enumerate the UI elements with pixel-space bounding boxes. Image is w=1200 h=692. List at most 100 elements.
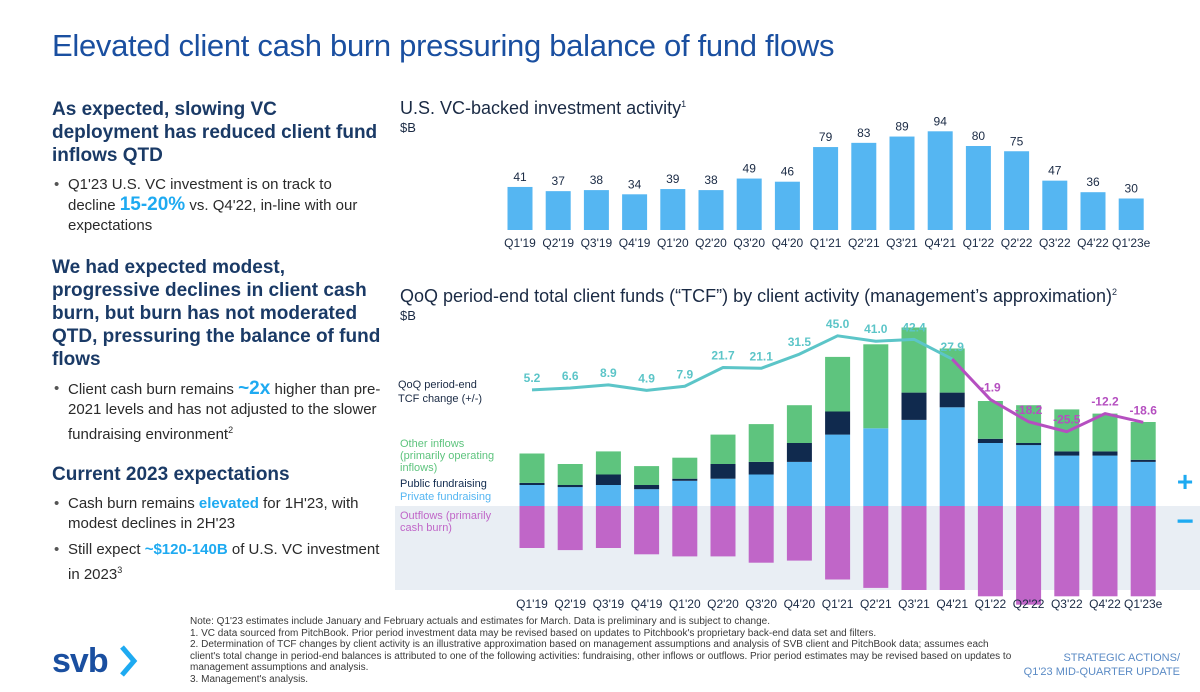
outflow-bar — [595, 506, 621, 548]
tcf-bar-segment — [595, 474, 621, 485]
left-column: As expected, slowing VC deployment has r… — [52, 98, 382, 585]
tcf-bar-segment — [557, 485, 583, 488]
x-tick-label: Q1'22 — [963, 236, 995, 250]
x-tick-label: Q4'22 — [1077, 236, 1109, 250]
x-tick-label: Q1'21 — [810, 236, 842, 250]
outflow-bar — [863, 506, 889, 588]
footnote-ref: 2 — [228, 425, 234, 435]
tcf-bar-segment — [519, 482, 545, 485]
note-line: Note: Q1'23 estimates include January an… — [190, 616, 770, 627]
footer-line: Q1'23 MID-QUARTER UPDATE — [1023, 666, 1180, 678]
footer-line: STRATEGIC ACTIONS/ — [1063, 652, 1180, 664]
bullet-vc-investment: Q1'23 U.S. VC investment is on track to … — [52, 175, 382, 236]
tcf-change-label: 6.6 — [562, 369, 579, 383]
vc-bar — [1004, 151, 1030, 230]
tcf-change-label: -25.5 — [1053, 413, 1081, 427]
vc-bar-value-label: 34 — [628, 177, 642, 191]
outflow-bar — [519, 506, 545, 548]
outflow-bar — [557, 506, 583, 551]
logo-chevron-icon — [120, 645, 138, 677]
vc-bar-value-label: 36 — [1086, 175, 1100, 189]
tcf-bar-segment — [748, 461, 774, 475]
tcf-bar-segment — [825, 356, 851, 412]
tcf-bar-segment — [710, 464, 736, 479]
tcf-bar-segment — [557, 464, 583, 485]
x-tick-label: Q2'21 — [848, 236, 880, 250]
outflow-bar — [977, 506, 1003, 597]
tcf-bar-segment — [1130, 461, 1156, 506]
tcf-change-label: -1.9 — [980, 381, 1001, 395]
note-line: 2. Determination of TCF changes by clien… — [190, 639, 1012, 673]
bullet-text: Client cash burn remains — [68, 381, 239, 398]
x-tick-label: Q1'19 — [504, 236, 536, 250]
bullet-text: Cash burn remains — [68, 495, 199, 512]
x-tick-label: Q1'22 — [975, 597, 1007, 611]
tcf-bar-segment — [672, 478, 698, 481]
bullet-text: vs. Q4'22, in-line with our expectations — [68, 197, 358, 234]
tcf-bar-segment — [634, 489, 660, 506]
tcf-bar-segment — [595, 485, 621, 506]
tcf-bar-segment — [901, 419, 927, 506]
x-tick-label: Q1'19 — [516, 597, 548, 611]
chart2-title: QoQ period-end total client funds (“TCF”… — [400, 286, 1117, 307]
vc-bar-value-label: 47 — [1048, 164, 1062, 178]
tcf-bar-segment — [595, 451, 621, 475]
vc-bar-value-label: 38 — [590, 173, 604, 187]
bullet-cash-burn: Client cash burn remains ~2x higher than… — [52, 379, 382, 445]
tcf-bar-segment — [1054, 451, 1080, 456]
tcf-bar-segment — [710, 434, 736, 464]
tcf-bar-segment — [825, 411, 851, 435]
tcf-bar-segment — [1054, 455, 1080, 506]
plus-sign-icon: + — [1177, 466, 1193, 497]
x-tick-label: Q3'22 — [1039, 236, 1071, 250]
vc-bar-value-label: 80 — [972, 129, 986, 143]
outflow-bar — [1054, 506, 1080, 597]
tcf-bar-segment — [901, 327, 927, 393]
section-heading-cash-burn: We had expected modest, progressive decl… — [52, 257, 381, 370]
x-tick-label: Q2'21 — [860, 597, 892, 611]
x-tick-label: Q4'22 — [1089, 597, 1121, 611]
vc-bar — [507, 186, 533, 230]
vc-bar-value-label: 83 — [857, 126, 871, 140]
chart2-unit: $B — [400, 308, 416, 323]
tcf-bar-segment — [786, 461, 812, 506]
vc-bar — [1042, 180, 1068, 230]
outflow-bar — [825, 506, 851, 580]
highlight-value: elevated — [198, 495, 259, 512]
page-title: Elevated client cash burn pressuring bal… — [52, 28, 835, 63]
x-tick-label: Q4'21 — [924, 236, 956, 250]
tcf-change-label: 5.2 — [524, 371, 541, 385]
tcf-change-label: 4.9 — [638, 371, 655, 385]
highlight-value: ~2x — [238, 378, 271, 399]
bullet-text: for 1H'23, with modest declines in 2H'23 — [68, 495, 359, 532]
section-heading-vc-deployment: As expected, slowing VC deployment has r… — [52, 99, 378, 166]
chart1-title: U.S. VC-backed investment activity1 — [400, 98, 686, 119]
tcf-bar-segment — [672, 480, 698, 506]
tcf-bar-segment — [786, 405, 812, 443]
legend-outflows: cash burn) — [400, 522, 452, 534]
vc-bar — [774, 181, 800, 230]
highlight-value: 15-20% — [119, 194, 186, 215]
outflow-bar — [672, 506, 698, 557]
x-tick-label: Q2'22 — [1001, 236, 1033, 250]
footnote-ref: 1 — [681, 99, 687, 109]
vc-bar — [851, 142, 877, 230]
tcf-bar-segment — [939, 392, 965, 408]
vc-bar — [736, 178, 762, 230]
footnote-ref: 2 — [1111, 287, 1117, 297]
tcf-bar-segment — [557, 487, 583, 506]
vc-bar — [1080, 192, 1106, 230]
x-tick-label: Q1'23e — [1112, 236, 1151, 250]
vc-bar — [927, 131, 953, 230]
tcf-bar-segment — [1092, 451, 1118, 456]
vc-bar — [660, 189, 686, 230]
outflow-bar — [634, 506, 660, 555]
x-tick-label: Q3'21 — [886, 236, 918, 250]
vc-bar — [583, 190, 609, 230]
outflow-bar — [1016, 506, 1042, 605]
x-tick-label: Q2'20 — [695, 236, 727, 250]
bullet-text: Still expect — [68, 541, 145, 558]
vc-bar-value-label: 79 — [819, 130, 833, 144]
x-tick-label: Q3'21 — [898, 597, 930, 611]
outflow-bar — [710, 506, 736, 557]
